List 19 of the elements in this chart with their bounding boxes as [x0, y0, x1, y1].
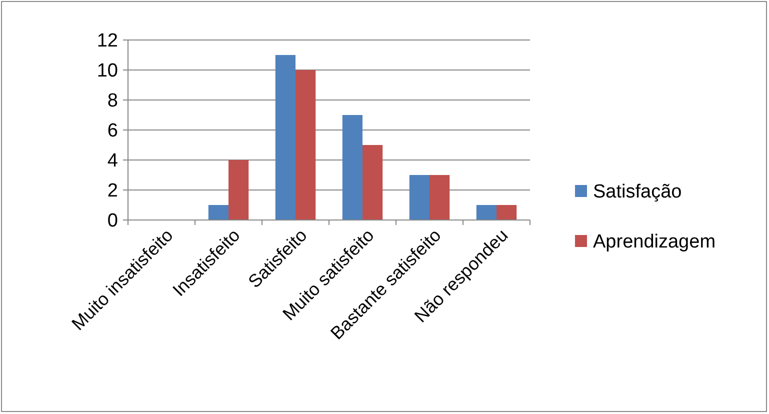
bar [228, 160, 249, 220]
bar [496, 205, 517, 220]
bar [409, 175, 430, 220]
bar [208, 205, 228, 220]
y-tick-label: 8 [107, 90, 118, 112]
y-tick-label: 12 [96, 30, 118, 52]
bar [296, 70, 316, 220]
y-tick-label: 6 [107, 120, 118, 142]
bar [476, 205, 496, 220]
legend-label: Satisfação [593, 182, 682, 203]
y-tick-label: 2 [107, 180, 118, 202]
y-tick-label: 0 [107, 210, 118, 232]
bar [342, 115, 362, 220]
legend-label: Aprendizagem [593, 232, 716, 253]
y-tick-label: 10 [96, 60, 118, 82]
bar [275, 55, 296, 220]
bar [362, 145, 383, 220]
y-tick-label: 4 [107, 150, 118, 172]
bar [430, 175, 450, 220]
